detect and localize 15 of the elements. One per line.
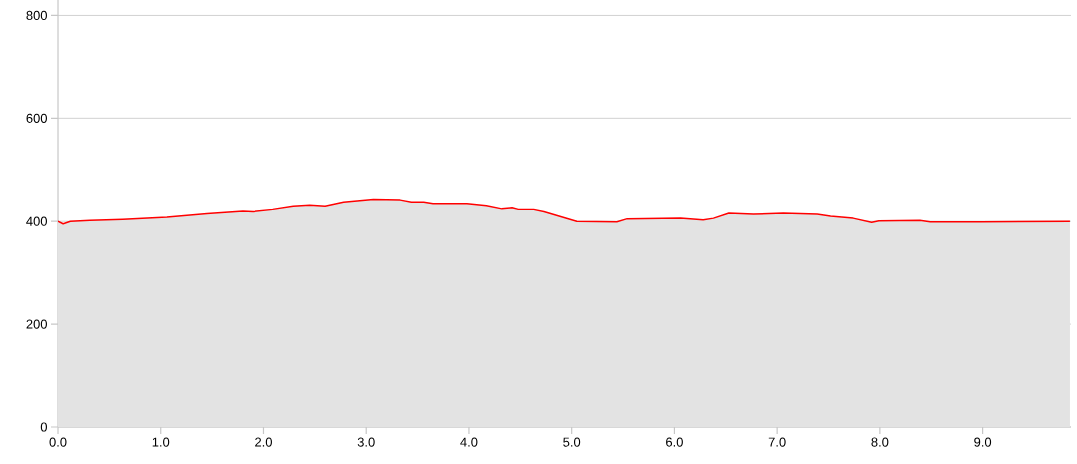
x-tick-label: 2.0 [255,437,272,447]
x-tick-label: 6.0 [666,437,683,447]
x-tick-label: 5.0 [563,437,581,447]
x-tick-label: 0.0 [49,437,67,447]
x-tick-label: 4.0 [460,437,478,447]
y-tick-label: 400 [26,216,47,226]
y-tick-label: 200 [26,319,47,329]
x-tick-label: 9.0 [974,437,992,447]
x-tick-label: 1.0 [152,437,170,447]
x-tick-label: 8.0 [871,437,889,447]
x-tick-label: 7.0 [768,437,786,447]
y-tick-label: 600 [26,113,47,123]
y-tick-label: 0 [40,422,47,432]
x-tick-label: 3.0 [357,437,375,447]
y-tick-label: 800 [26,10,47,21]
